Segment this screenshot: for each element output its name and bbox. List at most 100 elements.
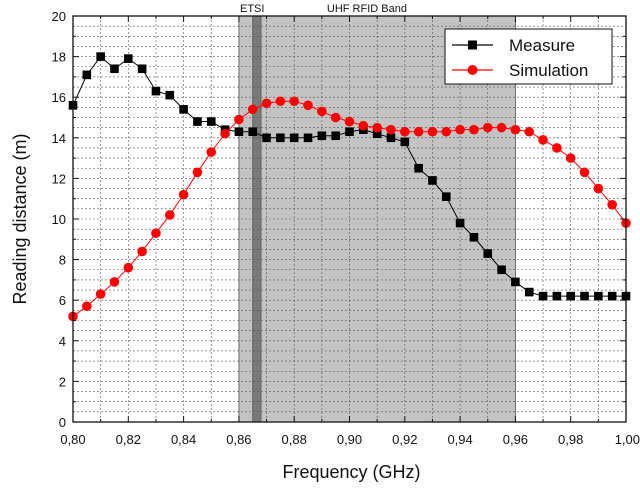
data-point: [124, 54, 133, 63]
data-point: [482, 122, 493, 133]
data-point: [441, 126, 452, 137]
legend-label: Simulation: [509, 61, 588, 80]
series-simulation: [68, 96, 631, 322]
y-tick-label: 18: [52, 50, 66, 65]
data-point: [552, 291, 562, 301]
data-point: [164, 210, 175, 220]
data-point: [469, 124, 479, 135]
data-point: [483, 249, 493, 258]
y-tick-label: 14: [52, 131, 66, 146]
band-labels: ETSI UHF RFID Band: [240, 3, 407, 15]
data-point: [234, 127, 244, 137]
uhf-band-label: UHF RFID Band: [327, 3, 407, 15]
x-tick-label: 0,90: [337, 432, 362, 447]
legend-marker: [467, 65, 478, 75]
data-point: [289, 133, 299, 143]
y-tick-labels: 0 2 4 6 8 10 12 14 16 18 20: [52, 9, 66, 430]
data-point: [303, 133, 313, 143]
data-point: [386, 133, 396, 143]
etsi-band-label: ETSI: [240, 3, 264, 15]
data-point: [179, 105, 188, 114]
data-point: [593, 183, 604, 194]
data-point: [247, 104, 258, 115]
data-point: [178, 189, 189, 200]
data-point: [275, 96, 286, 107]
y-tick-label: 0: [59, 415, 66, 430]
x-tick-label: 1,00: [615, 432, 640, 447]
x-tick-label: 0,80: [60, 432, 85, 447]
data-point: [96, 52, 105, 61]
data-point: [110, 64, 119, 74]
data-point: [345, 127, 354, 137]
series-measure: [68, 52, 631, 301]
data-point: [400, 126, 410, 137]
data-point: [220, 128, 230, 139]
series-layer: [68, 52, 631, 322]
data-point: [469, 232, 479, 242]
data-point: [372, 129, 382, 139]
legend-label: Measure: [509, 36, 575, 55]
data-point: [234, 114, 244, 125]
x-tick-label: 0,98: [558, 432, 583, 447]
y-tick-label: 4: [59, 334, 66, 349]
data-point: [511, 277, 520, 287]
x-tick-label: 0,94: [447, 432, 472, 447]
data-point: [524, 126, 535, 137]
data-point: [524, 287, 534, 297]
data-point: [358, 120, 369, 131]
data-point: [427, 126, 438, 137]
data-point: [206, 147, 217, 157]
data-point: [109, 277, 120, 287]
data-point: [607, 291, 617, 301]
x-tick-label: 0,92: [392, 432, 417, 447]
data-point: [123, 262, 134, 273]
data-point: [372, 122, 382, 133]
data-point: [552, 143, 562, 153]
data-point: [151, 228, 161, 239]
y-tick-label: 2: [59, 374, 66, 389]
data-point: [331, 131, 340, 141]
x-tick-labels: 0,80 0,82 0,84 0,86 0,88 0,90 0,92 0,94 0,96 0,98…: [60, 432, 640, 447]
y-axis-title: Reading distance (m): [10, 133, 30, 304]
data-point: [538, 135, 548, 145]
data-point: [95, 289, 106, 299]
data-point: [330, 112, 341, 123]
data-point: [193, 117, 202, 126]
data-point: [441, 192, 451, 201]
data-point: [317, 106, 327, 117]
data-point: [82, 70, 92, 80]
y-tick-label: 10: [52, 212, 66, 227]
y-tick-label: 16: [52, 90, 66, 105]
y-tick-label: 8: [59, 253, 66, 268]
data-point: [206, 117, 216, 126]
data-point: [510, 124, 521, 135]
data-point: [497, 265, 506, 275]
data-point: [580, 291, 589, 301]
x-tick-label: 0,88: [282, 432, 307, 447]
x-tick-label: 0,82: [116, 432, 141, 447]
y-tick-label: 12: [52, 171, 66, 186]
data-point: [276, 133, 285, 143]
data-point: [262, 133, 271, 143]
data-point: [386, 124, 396, 135]
data-point: [137, 246, 147, 257]
data-point: [317, 131, 327, 141]
data-point: [344, 116, 355, 127]
data-point: [151, 86, 161, 96]
x-tick-label: 0,84: [171, 432, 196, 447]
y-tick-label: 6: [59, 293, 66, 308]
data-point: [289, 96, 300, 107]
data-point: [248, 127, 258, 137]
data-point: [82, 301, 92, 312]
axis-ticks: [72, 15, 627, 423]
legend-marker: [468, 40, 477, 50]
data-point: [165, 90, 175, 100]
data-point: [137, 64, 147, 74]
y-tick-label: 20: [52, 9, 66, 24]
x-tick-label: 0,86: [226, 432, 251, 447]
data-point: [607, 199, 617, 210]
x-tick-label: 0,96: [503, 432, 528, 447]
x-axis-title: Frequency (GHz): [282, 462, 420, 482]
data-point: [414, 163, 423, 173]
